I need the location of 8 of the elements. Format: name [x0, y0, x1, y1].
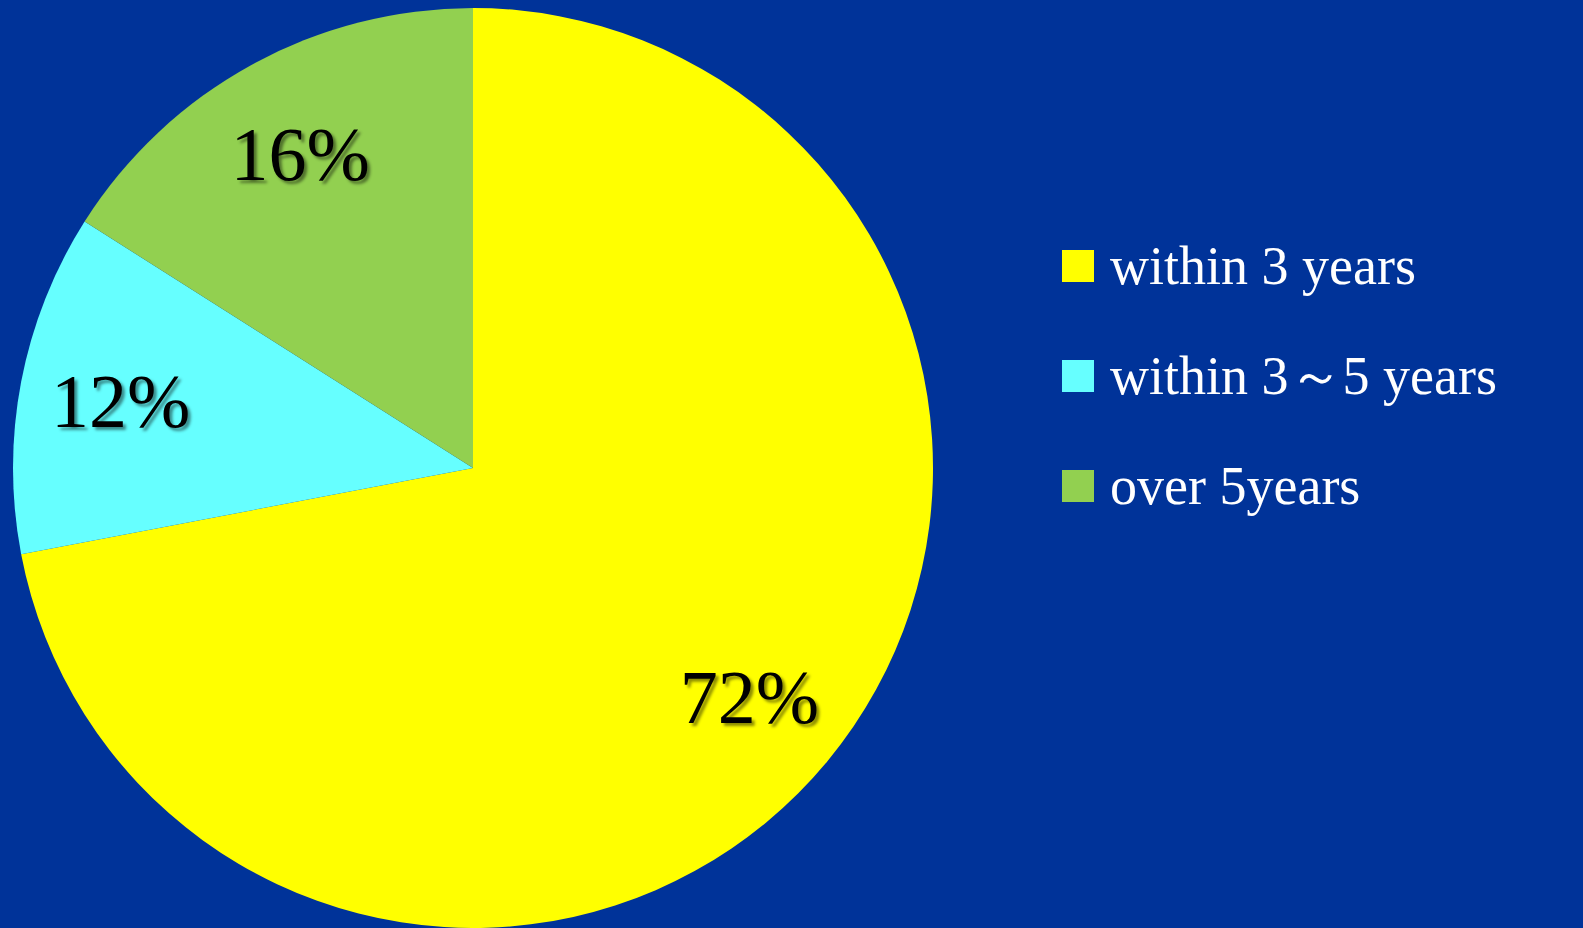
- pie-slice: [21, 8, 933, 928]
- data-label: 16%: [230, 111, 370, 196]
- legend-label: over 5years: [1110, 456, 1361, 516]
- data-label: 12%: [50, 358, 191, 443]
- legend-label: within 3～5 years: [1110, 346, 1497, 406]
- pie-slice: [13, 221, 473, 555]
- data-label: 72%: [679, 654, 820, 739]
- legend-label: within 3 years: [1110, 236, 1416, 296]
